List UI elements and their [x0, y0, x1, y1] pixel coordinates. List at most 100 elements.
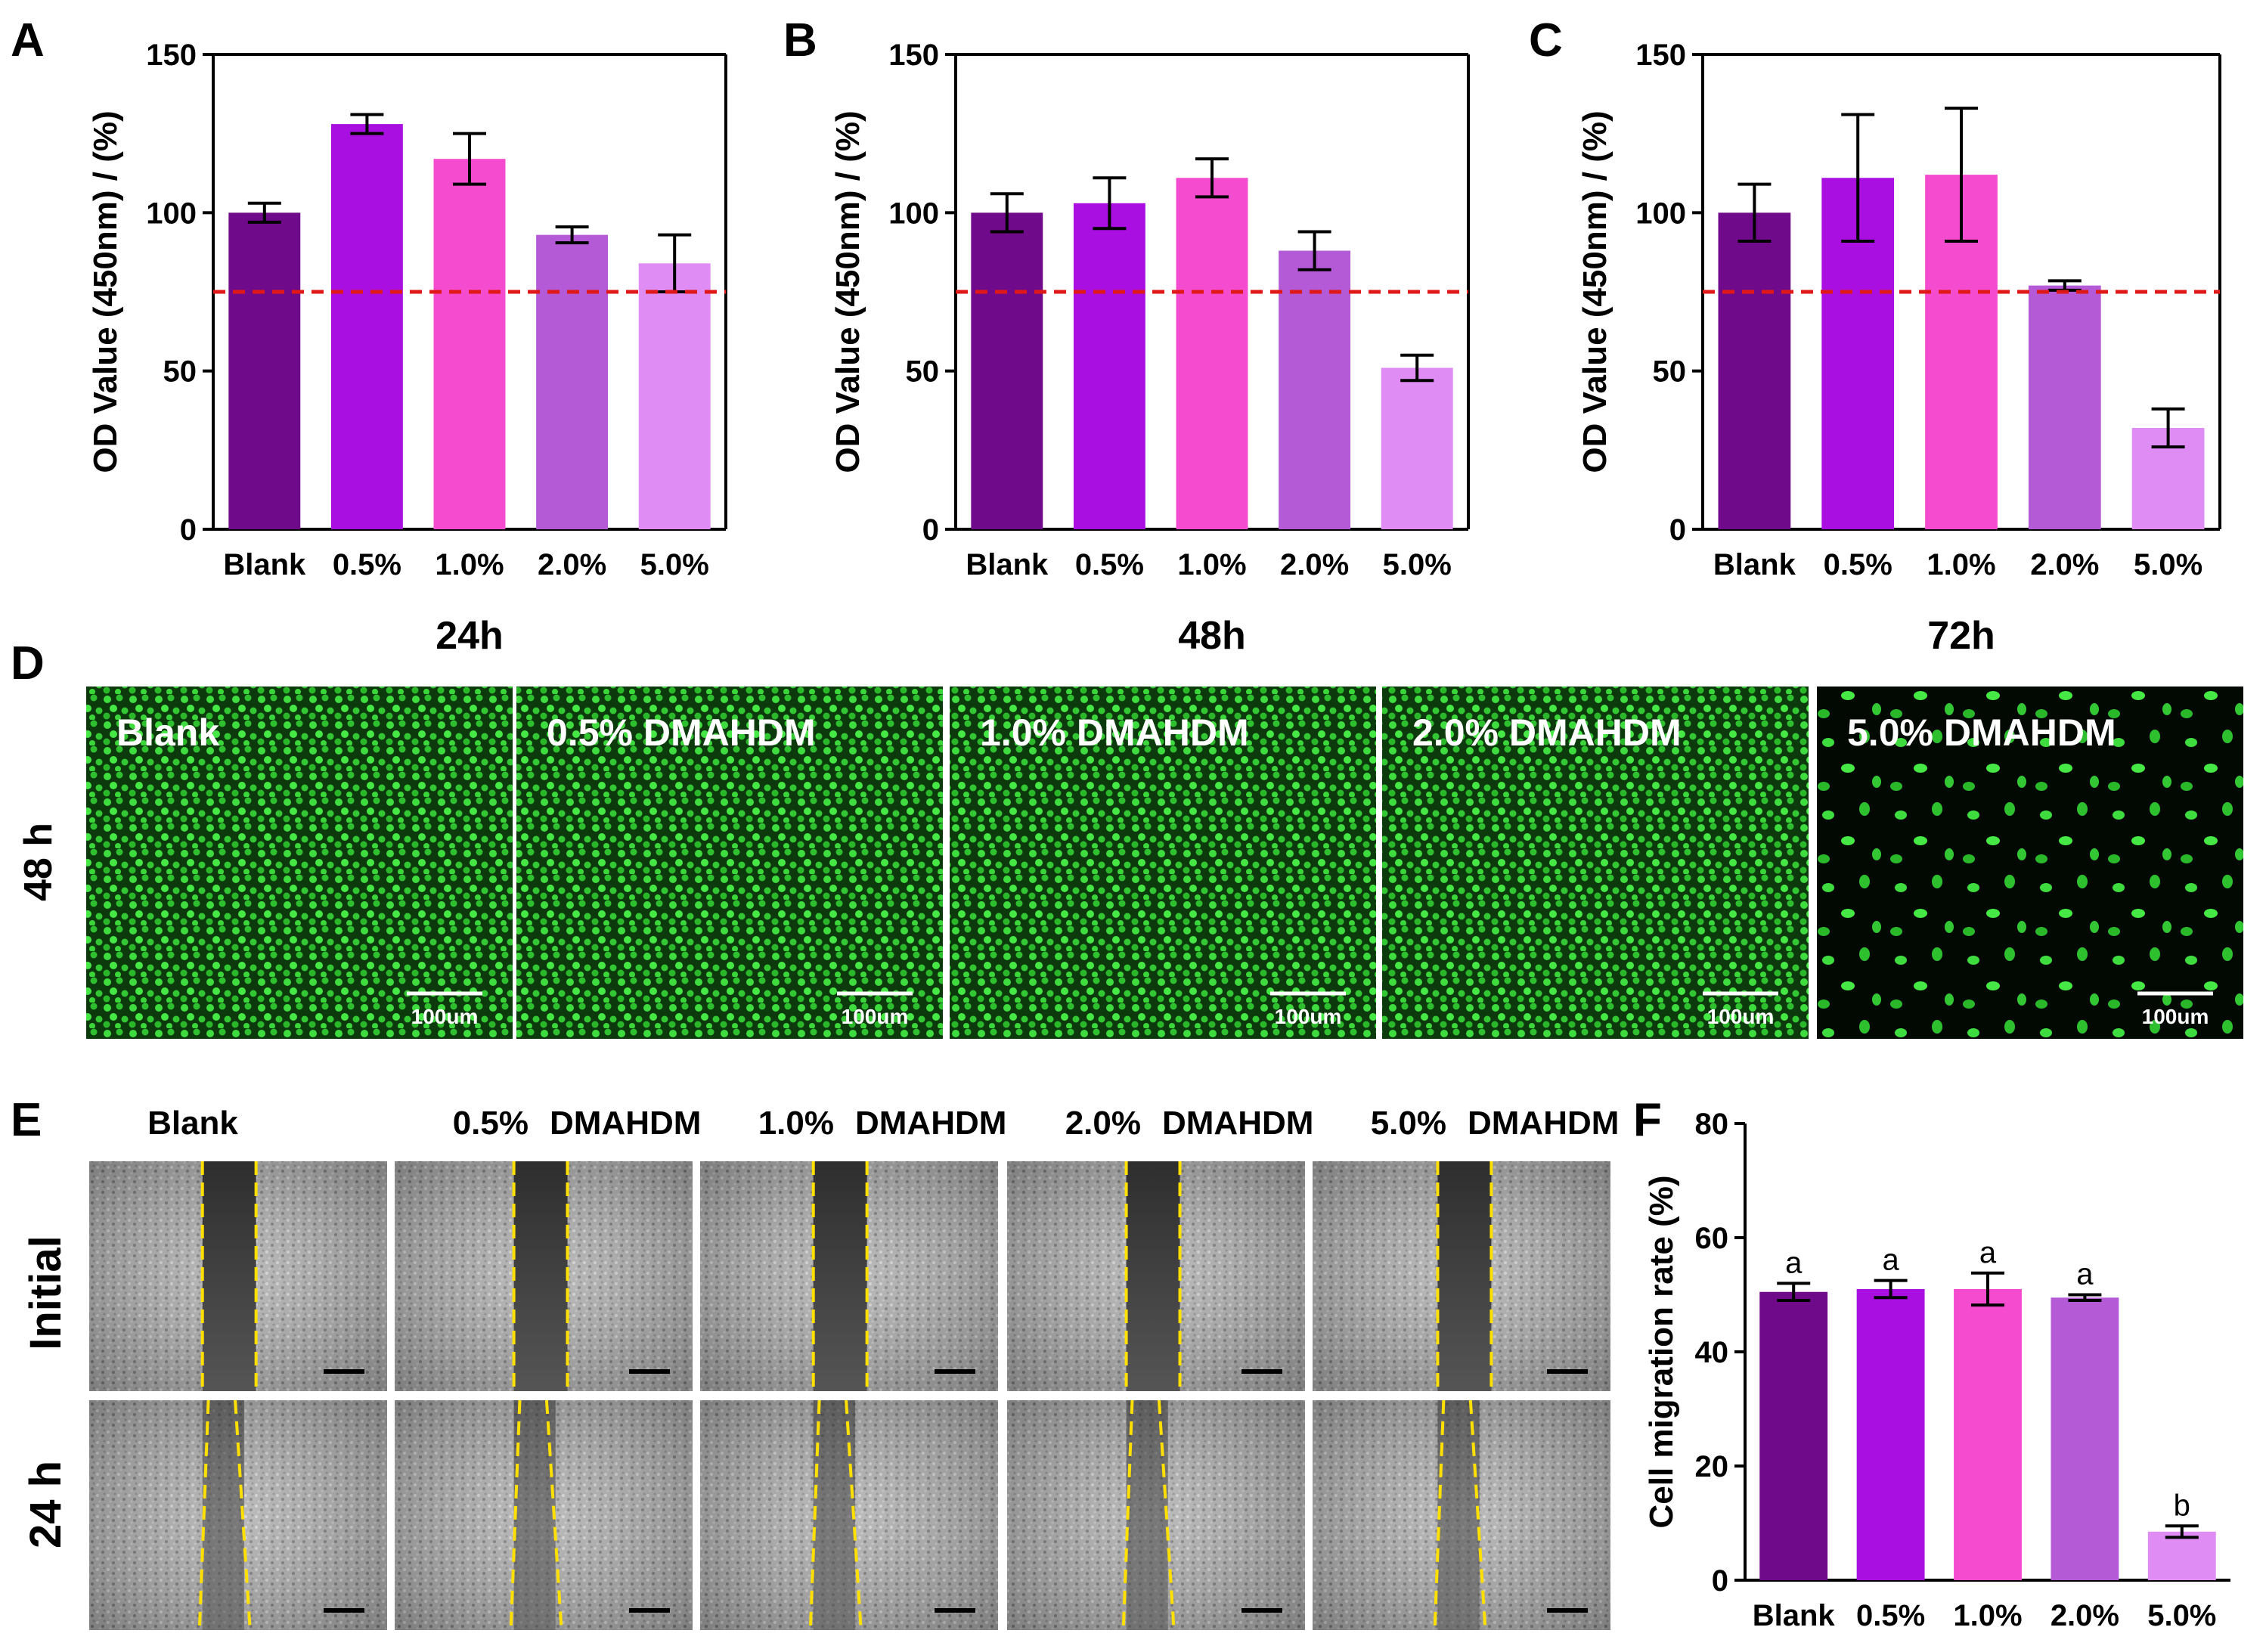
wound-edge-right [1468, 1399, 1487, 1631]
micrograph-image [1382, 687, 1809, 1039]
micrograph-3: 2.0% DMAHDM 100um [1382, 687, 1809, 1039]
column-label-concentration: 5.0% [1371, 1105, 1446, 1142]
scale-bar-label: 100um [2142, 1005, 2209, 1028]
y-tick-label: 150 [1635, 39, 1686, 72]
bar-3 [2051, 1297, 2119, 1580]
x-tick-label: 1.0% [1927, 548, 1995, 581]
wound-edge-right [544, 1399, 563, 1631]
wound-edge-right [845, 1399, 863, 1631]
x-tick-label: Blank [223, 548, 306, 581]
micrograph-0: Blank 100um [86, 687, 513, 1039]
micrograph-label: Blank [116, 711, 219, 754]
bar-1 [1073, 203, 1145, 529]
column-label-agent: DMAHDM [550, 1105, 701, 1142]
panel-d-row-label: 48 h [17, 823, 60, 901]
bar-1 [1856, 1288, 1925, 1580]
y-tick-label: 50 [1653, 355, 1687, 389]
chart-f-migration: 0 20 40 60 80 Cell migration rate (%) Blank a 0.… [1643, 1108, 2230, 1632]
scratch-image-2-0 [700, 1161, 998, 1391]
bar-3 [1279, 250, 1351, 529]
column-label-agent: DMAHDM [855, 1105, 1006, 1142]
x-tick-label: 2.0% [538, 548, 606, 581]
micrograph-2: 1.0% DMAHDM 100um [950, 687, 1376, 1039]
scratch-gap [1126, 1161, 1180, 1391]
y-tick-label: 40 [1695, 1336, 1729, 1369]
panel-label-a: A [11, 14, 45, 67]
micrograph-1: 0.5% DMAHDM 100um [516, 687, 943, 1039]
micrograph-label: 2.0% DMAHDM [1412, 711, 1682, 754]
wound-edge-left [509, 1399, 522, 1631]
chart-title: 48h [1178, 614, 1246, 658]
y-tick-label: 60 [1695, 1222, 1729, 1255]
wound-edge-left [1121, 1399, 1134, 1631]
scratch-image-3-1 [1007, 1399, 1305, 1631]
wound-edge-left [197, 1399, 210, 1631]
chart-b-48h: 0 50 100 150 OD Value (450nm) / (%) Blank 0.5%… [829, 39, 1470, 658]
chart-title: 72h [1927, 614, 1995, 658]
panel-label-c: C [1529, 14, 1563, 67]
micrograph-label: 5.0% DMAHDM [1847, 711, 2116, 754]
column-label-concentration: Blank [147, 1105, 238, 1142]
x-tick-label: Blank [1753, 1599, 1836, 1632]
bar-2 [1954, 1288, 2022, 1580]
panel-label-d: D [11, 637, 45, 690]
scratch-image-4-1 [1313, 1399, 1610, 1631]
scale-bar-label: 100um [411, 1005, 479, 1028]
x-tick-label: 0.5% [1856, 1599, 1925, 1632]
wound-edge-right [1157, 1399, 1176, 1631]
bar-3 [2028, 285, 2101, 529]
scale-bar-label: 100um [1707, 1005, 1775, 1028]
significance-letter: b [2174, 1489, 2190, 1522]
bar-0 [1718, 212, 1791, 529]
y-axis-label: OD Value (450nm) / (%) [87, 110, 124, 473]
column-label-agent: DMAHDM [1162, 1105, 1313, 1142]
panel-label-f: F [1633, 1094, 1662, 1146]
panel-e-column-labels: Blank 0.5% DMAHDM 1.0% DMAHDM 2.0% DMAHDM 5.0% D… [147, 1105, 1619, 1142]
significance-letter: a [1979, 1236, 1997, 1269]
panel-e-scratch-images [89, 1161, 1610, 1631]
x-tick-label: 1.0% [435, 548, 504, 581]
significance-letter: a [2076, 1258, 2094, 1291]
bar-2 [1176, 178, 1248, 529]
scratch-image-1-1 [395, 1399, 693, 1631]
y-tick-label: 100 [146, 197, 197, 230]
wound-edge-left [808, 1399, 821, 1631]
scratch-image-3-0 [1007, 1161, 1305, 1391]
x-tick-label: 5.0% [2147, 1599, 2216, 1632]
panel-label-e: E [11, 1094, 42, 1146]
panel-d-micrographs: Blank 100um 0.5% DMAHDM 100um 1.0% DMAHDM 100… [86, 687, 2243, 1039]
x-tick-label: 5.0% [1383, 548, 1452, 581]
y-tick-label: 50 [163, 355, 197, 389]
y-tick-label: 0 [922, 513, 939, 547]
micrograph-image [950, 687, 1376, 1039]
bar-4 [1381, 367, 1453, 529]
scratch-gap [513, 1400, 556, 1630]
micrograph-label: 0.5% DMAHDM [547, 711, 816, 754]
y-tick-label: 100 [1635, 197, 1686, 230]
scratch-gap [202, 1400, 244, 1630]
micrograph-image [1817, 687, 2243, 1039]
x-tick-label: 0.5% [1824, 548, 1892, 581]
scratch-image-0-1 [89, 1399, 387, 1631]
x-tick-label: 0.5% [333, 548, 401, 581]
bar-4 [2147, 1531, 2216, 1580]
micrograph-label: 1.0% DMAHDM [980, 711, 1249, 754]
scratch-gap [202, 1161, 256, 1391]
y-axis-label: OD Value (450nm) / (%) [1576, 110, 1613, 473]
scale-bar-label: 100um [1275, 1005, 1342, 1028]
scratch-image-2-1 [700, 1399, 998, 1631]
scratch-gap [813, 1161, 867, 1391]
column-label-concentration: 0.5% [453, 1105, 529, 1142]
significance-letter: a [1882, 1244, 1899, 1277]
micrograph-image [86, 687, 513, 1039]
scratch-image-1-0 [395, 1161, 693, 1391]
significance-letter: a [1785, 1246, 1803, 1279]
chart-c-72h: 0 50 100 150 OD Value (450nm) / (%) Blank 0.5%… [1576, 39, 2221, 658]
bar-0 [1759, 1291, 1828, 1580]
bar-1 [330, 124, 403, 529]
wound-edge-left [1433, 1399, 1446, 1631]
chart-title: 24h [436, 614, 504, 658]
y-tick-label: 100 [888, 197, 939, 230]
scratch-image-4-0 [1313, 1161, 1610, 1391]
